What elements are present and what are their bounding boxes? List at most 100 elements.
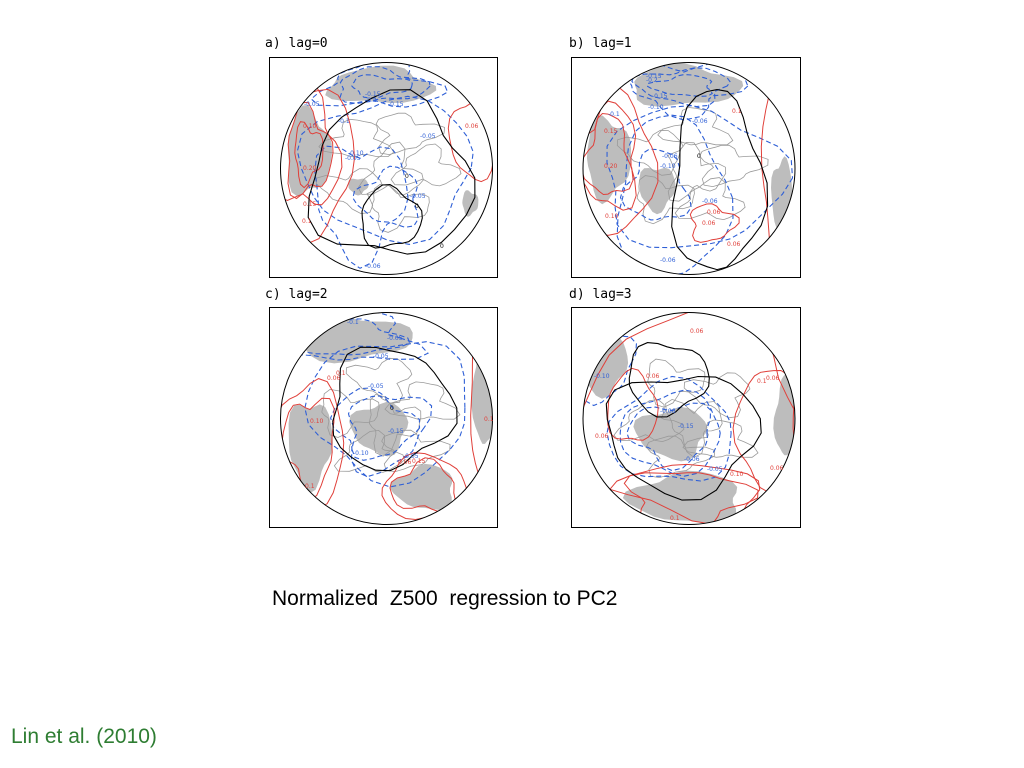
significance-shading <box>390 463 453 510</box>
coastline <box>333 429 405 473</box>
figure-caption: Normalized Z500 regression to PC2 <box>272 587 618 610</box>
coastline <box>357 141 424 196</box>
significance-shading <box>462 190 479 217</box>
contour-labels-1: 0.200.150.100.060.10.060.06-0.15-0.2-0.1… <box>604 73 742 264</box>
zero-contour <box>605 375 762 501</box>
negative-contour <box>616 114 734 275</box>
positive-contour <box>280 88 356 244</box>
contour-label: -0.06 <box>660 408 676 415</box>
negative-contour <box>304 341 466 488</box>
significance-shading <box>622 470 738 523</box>
contour-label: 0.1 <box>670 515 680 522</box>
contour-label: -0.06 <box>660 257 676 264</box>
significance-shading <box>288 404 333 494</box>
negative-contour <box>310 62 449 108</box>
coastline <box>636 175 695 225</box>
panel-c-map: 0.10 0.1 0.06 0.1 0.15 0.06 0.1 -0.1 -0.05 -0.05-… <box>269 307 498 528</box>
contour-labels-2: 0.100.10.060.10.150.060.1-0.1-0.05-0.05-… <box>305 319 494 490</box>
contour-label: 0.1 <box>484 416 494 423</box>
significance-shading <box>771 156 793 244</box>
zero-contour <box>307 89 476 255</box>
contour-label: -0.15 <box>678 423 694 430</box>
map-content-3 <box>583 312 795 525</box>
panel-a-title: a) lag=0 <box>265 36 328 51</box>
coastline <box>381 429 451 473</box>
contour-label: 0.06 <box>595 433 609 440</box>
coastline <box>315 168 383 215</box>
coastline <box>699 144 769 188</box>
contour-label: 0.06 <box>646 373 660 380</box>
coastline <box>616 129 684 176</box>
citation: Lin et al. (2010) <box>11 725 157 748</box>
coastline <box>665 398 723 458</box>
contour-label: 0.06 <box>702 220 716 227</box>
contour-label: -0.05 <box>368 383 384 390</box>
contour-label: 0.15 <box>412 458 426 465</box>
negative-contour <box>347 395 421 461</box>
contour-label: 0.06 <box>690 328 704 335</box>
contour-labels-0: 0.200.150.10.060.10-0.15-0.2-0.15-0.05-0… <box>302 91 479 270</box>
panel-a-map: 0.20 0.15 0.1 0.06 0.10 -0.15 -0.2 -0.15 -0.05 -0… <box>269 57 498 278</box>
contour-label: 0 <box>390 405 394 412</box>
positive-contour <box>689 203 740 243</box>
coastline <box>657 107 734 146</box>
contour-label: -0.10 <box>348 150 364 157</box>
contour-label: -0.06 <box>365 263 381 270</box>
significance-shading <box>471 323 493 444</box>
negative-contour <box>619 148 692 221</box>
contour-label: 0.06 <box>327 375 341 382</box>
positive-contour <box>280 378 345 509</box>
contour-label: -0.05 <box>387 335 403 342</box>
panel-d-map: 0.06 0.06 0.1 0.06 0.10 0.06 0.1 0.06 -0.10 -0.06… <box>571 307 801 528</box>
contour-label: 0 <box>440 243 444 250</box>
contour-label: -0.05 <box>410 193 426 200</box>
zero-contour <box>332 346 458 472</box>
zero-contour <box>628 342 710 418</box>
panel-d-title: d) lag=3 <box>569 287 632 302</box>
contour-label: -0.05 <box>707 466 723 473</box>
contour-label: -0.15 <box>365 91 381 98</box>
contour-label: 0.15 <box>604 128 618 135</box>
significance-shading <box>349 401 409 457</box>
contour-label: 0.06 <box>766 375 780 382</box>
contour-label: 0.1 <box>757 378 767 385</box>
negative-contour <box>339 66 431 104</box>
polar-boundary <box>280 312 493 525</box>
panel-b-svg: 0.200.150.100.060.10.060.06-0.15-0.2-0.1… <box>582 62 796 275</box>
contour-label: 0.10 <box>605 213 619 220</box>
polar-boundary <box>582 62 796 275</box>
significance-shading <box>325 65 437 103</box>
significance-shading <box>287 105 333 197</box>
contour-label: -0.1 <box>608 111 620 118</box>
contour-label: -0.1 <box>338 118 350 125</box>
panel-b-map: 0.20 0.15 0.10 0.06 0.1 0.06 0.06 -0.15 -0.2 -0.1… <box>571 57 801 278</box>
contour-label: -0.05 <box>304 101 320 108</box>
contour-label: 0.20 <box>604 163 618 170</box>
panel-a-svg: 0.200.150.10.060.10-0.15-0.2-0.15-0.05-0… <box>280 62 493 275</box>
negative-contour <box>626 402 712 472</box>
coastline <box>321 388 380 438</box>
polar-boundary <box>582 312 796 525</box>
contour-label: -0.10 <box>353 450 369 457</box>
coastline <box>674 177 746 221</box>
panel-c-title: c) lag=2 <box>265 287 328 302</box>
positive-contour <box>607 367 659 441</box>
contour-labels-3: 0.060.060.10.060.100.060.10.06-0.10-0.06… <box>594 328 784 522</box>
coastline <box>682 419 759 458</box>
contour-label: 0.10 <box>730 471 744 478</box>
contour-label: -0.15 <box>388 428 404 435</box>
contour-label: 0 <box>415 203 419 210</box>
positive-contour <box>583 84 659 236</box>
negative-contour <box>646 74 713 97</box>
contour-label: -0.06 <box>684 456 700 463</box>
negative-contour <box>330 387 433 478</box>
positive-contour <box>294 121 324 189</box>
negative-contour <box>280 312 429 361</box>
contour-label: 0.1 <box>302 218 312 225</box>
contour-label: -0.10 <box>660 163 676 170</box>
negative-contour <box>619 389 721 477</box>
contour-label: -0.05 <box>373 353 389 360</box>
coastline <box>683 372 751 419</box>
contour-label: 0.06 <box>465 123 479 130</box>
negative-contour <box>606 105 794 249</box>
